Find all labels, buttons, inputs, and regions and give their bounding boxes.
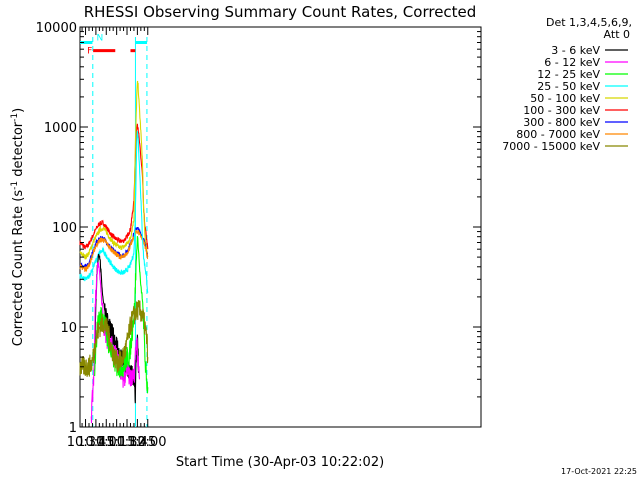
x-tick-label: 11:15 xyxy=(98,435,135,450)
series-curves xyxy=(79,80,149,424)
y-tick-label: 100 xyxy=(52,221,77,236)
x-tick-label: 11:00 xyxy=(88,435,125,450)
flag-label: N xyxy=(96,33,103,43)
legend-entry-label: 12 - 25 keV xyxy=(537,68,600,81)
series-curve xyxy=(79,229,149,273)
y-tick-label: 10000 xyxy=(36,21,77,36)
legend-entry-label: 100 - 300 keV xyxy=(523,104,600,117)
timestamp: 17-Oct-2021 22:25 xyxy=(561,467,637,476)
y-axis-label: Corrected Count Rate (s-1 detector-1) xyxy=(10,108,26,346)
y-tick-label: 1 xyxy=(69,421,77,436)
chart-title: RHESSI Observing Summary Count Rates, Co… xyxy=(84,3,477,21)
flag-label: F xyxy=(87,47,92,57)
y-tick-label: 1000 xyxy=(44,121,77,136)
y-axis: 1 10 100 1000 10000 xyxy=(36,21,481,436)
series-curve xyxy=(79,80,149,260)
x-tick-label: 10:45 xyxy=(77,435,114,450)
x-tick-label: 11:45 xyxy=(119,435,156,450)
series-curve xyxy=(79,300,149,377)
series-curve xyxy=(79,130,149,293)
legend-entry-label: 7000 - 15000 keV xyxy=(502,140,600,153)
legend-entry-label: 800 - 7000 keV xyxy=(516,128,600,141)
legend-entry-label: 3 - 6 keV xyxy=(551,44,600,57)
legend-entry-label: 50 - 100 keV xyxy=(530,92,600,105)
legend-entry-label: 300 - 800 keV xyxy=(523,116,600,129)
series-curve xyxy=(79,123,149,250)
legend-entry-label: 6 - 12 keV xyxy=(544,56,600,69)
x-tick-label: 11:30 xyxy=(108,435,145,450)
legend-header-line2: Att 0 xyxy=(604,28,630,41)
x-tick-label: 10:30 xyxy=(67,435,104,450)
x-tick-label: 12:00 xyxy=(129,435,166,450)
y-tick-label: 10 xyxy=(60,321,77,336)
x-axis-label: Start Time (30-Apr-03 10:22:02) xyxy=(176,455,384,470)
series-curve xyxy=(90,262,141,424)
legend-entry-label: 25 - 50 keV xyxy=(537,80,600,93)
flag-bars: NF xyxy=(80,33,148,57)
legend-header-line1: Det 1,3,4,5,6,9, xyxy=(546,16,632,29)
plot-frame xyxy=(79,26,482,428)
